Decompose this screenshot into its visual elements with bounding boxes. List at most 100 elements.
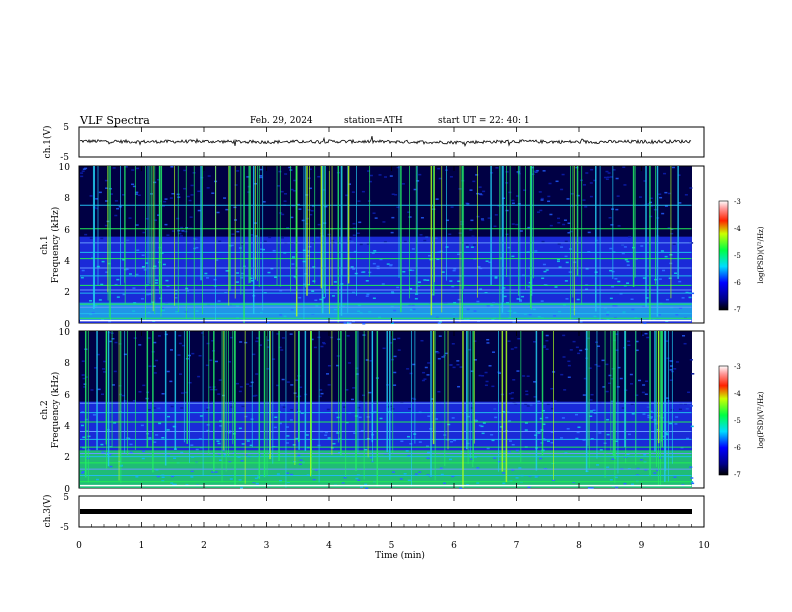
spec1-speckle bbox=[91, 312, 95, 314]
spec1-speckle bbox=[179, 235, 183, 237]
spec1-speckle bbox=[359, 243, 363, 246]
spec2-speckle bbox=[371, 461, 375, 464]
spec1-speckle bbox=[200, 176, 204, 179]
spec1-speckle bbox=[562, 223, 566, 226]
spec2-ylabel: Frequency (kHz) bbox=[50, 372, 61, 449]
spec2-speckle bbox=[590, 393, 594, 396]
spec1-speckle bbox=[471, 235, 475, 238]
spec2-speckle bbox=[587, 487, 591, 489]
spec1-speckle bbox=[622, 166, 626, 168]
spec2-speckle bbox=[644, 393, 648, 395]
spec2-speckle bbox=[228, 461, 232, 463]
spec1-speckle bbox=[477, 266, 481, 268]
spec2-speckle bbox=[111, 337, 115, 340]
spec1-speckle bbox=[162, 309, 166, 312]
spec1-speckle bbox=[631, 308, 635, 311]
spec1-speckle bbox=[104, 179, 108, 182]
spec2-speckle bbox=[350, 398, 354, 401]
spec2-speckle bbox=[488, 365, 492, 367]
spec1-speckle bbox=[480, 218, 484, 220]
spec1-speckle bbox=[517, 203, 521, 205]
spec2-speckle bbox=[582, 439, 586, 441]
spec2-speckle bbox=[399, 478, 403, 480]
spec1-speckle bbox=[195, 246, 199, 249]
spec1-speckle bbox=[492, 302, 496, 304]
spec2-speckle bbox=[598, 432, 602, 434]
spec2-speckle bbox=[109, 340, 113, 343]
spec2-speckle bbox=[669, 365, 673, 367]
xtick-label-0: 0 bbox=[76, 541, 82, 551]
colorbar-ch1: -3 -4 -5 -6 -7 log(PSD)(V²/Hz) bbox=[718, 198, 765, 314]
spec1-speckle bbox=[396, 206, 400, 209]
spec2-speckle bbox=[326, 408, 330, 411]
spec2-speckle bbox=[393, 384, 397, 386]
spec2-speckle bbox=[438, 335, 442, 337]
spec1-speckle bbox=[304, 273, 308, 275]
spec2-speckle bbox=[553, 400, 557, 402]
spec1-speckle bbox=[450, 206, 454, 208]
spec1-speckle bbox=[316, 236, 320, 239]
spec2-speckle bbox=[437, 357, 441, 360]
spec1-speckle bbox=[452, 269, 456, 272]
spec2-speckle bbox=[147, 409, 151, 411]
spec1-speckle bbox=[307, 250, 311, 252]
spec1-speckle bbox=[487, 217, 491, 219]
spec1-speckle bbox=[224, 291, 228, 294]
spec1-speckle bbox=[688, 296, 692, 299]
spec2-speckle bbox=[678, 408, 682, 411]
spec1-speckle bbox=[378, 174, 382, 176]
spec2-speckle bbox=[635, 394, 639, 396]
spec2-speckle bbox=[364, 448, 368, 451]
figure-title: VLF Spectra bbox=[79, 114, 150, 127]
spec2-speckle bbox=[239, 386, 243, 388]
spec2-speckle bbox=[341, 481, 345, 484]
spec1-speckle bbox=[98, 299, 102, 301]
spec1-speckle bbox=[104, 224, 108, 227]
spec1-speckle bbox=[352, 268, 356, 270]
spec1-speckle bbox=[444, 302, 448, 305]
spec2-speckle bbox=[451, 475, 455, 478]
spec2-speckle bbox=[290, 409, 294, 411]
spec1-speckle bbox=[301, 219, 305, 222]
spec1-speckle bbox=[511, 199, 515, 202]
spec1-speckle bbox=[357, 310, 361, 313]
spec1-speckle bbox=[333, 308, 337, 311]
spec1-speckle bbox=[603, 176, 607, 179]
spec2-speckle bbox=[515, 477, 519, 479]
spec1-speckle bbox=[308, 168, 312, 170]
spec2-speckle bbox=[327, 384, 331, 386]
spec1-speckle bbox=[573, 261, 577, 264]
spec1-speckle bbox=[383, 241, 387, 243]
spec1-speckle bbox=[391, 193, 395, 195]
spec1-speckle bbox=[352, 227, 356, 229]
spec2-speckle bbox=[611, 458, 615, 460]
spec2-speckle bbox=[408, 408, 412, 410]
spec2-speckle bbox=[299, 459, 303, 461]
spec1-speckle bbox=[548, 182, 552, 185]
spec2-speckle bbox=[330, 446, 334, 449]
spec1-speckle bbox=[195, 310, 199, 312]
spec2-speckle bbox=[355, 367, 359, 370]
spec1-speckle bbox=[476, 215, 480, 218]
spec1-speckle bbox=[410, 309, 414, 311]
spec1-speckle bbox=[609, 247, 613, 250]
spec2-speckle bbox=[407, 479, 411, 482]
spec2-speckle bbox=[606, 433, 610, 436]
spec1-speckle bbox=[240, 277, 244, 279]
spec2-speckle bbox=[551, 479, 555, 482]
spec2-speckle bbox=[276, 473, 280, 475]
spec1-speckle bbox=[134, 193, 138, 195]
spec2-speckle bbox=[210, 388, 214, 391]
spec1-speckle bbox=[449, 176, 453, 178]
spec2-speckle bbox=[373, 401, 377, 403]
spec1-speckle bbox=[485, 260, 489, 262]
spec2-speckle bbox=[665, 340, 669, 342]
spec2-speckle bbox=[195, 448, 199, 451]
spec2-speckle bbox=[365, 487, 369, 490]
spec2-speckle bbox=[111, 384, 115, 386]
spec1-speckle bbox=[587, 231, 591, 234]
spec2-speckle bbox=[406, 368, 410, 370]
spec2-speckle bbox=[96, 478, 100, 481]
spec1-speckle bbox=[590, 168, 594, 171]
spec1-speckle bbox=[283, 193, 287, 195]
